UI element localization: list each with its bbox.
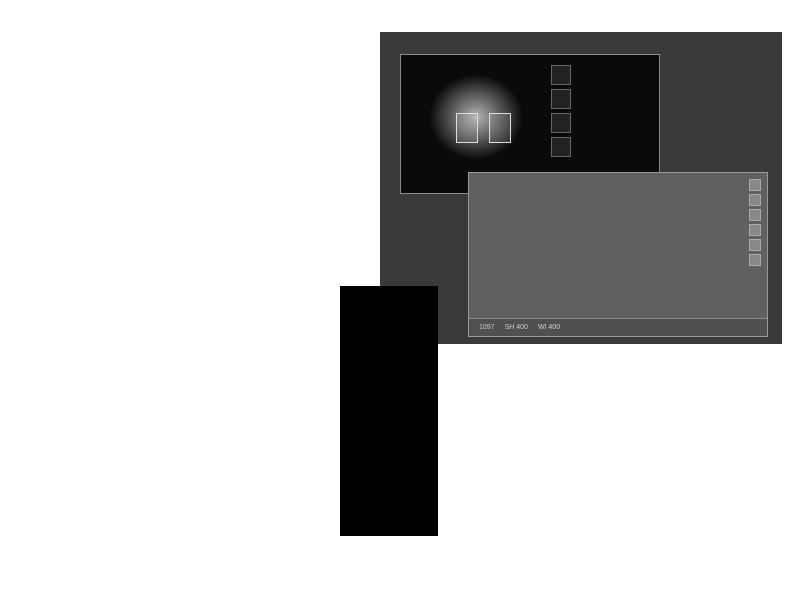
thumbnail-column xyxy=(551,65,575,161)
scintigraphy-panel: 1097 SH 400 WI 400 xyxy=(380,32,782,344)
tool-btn xyxy=(749,209,761,221)
flow-curve-chart xyxy=(92,310,322,450)
systole-diastole-curve xyxy=(92,310,322,450)
tool-btn xyxy=(749,239,761,251)
tool-btn xyxy=(749,254,761,266)
thumbnail xyxy=(551,137,571,157)
renogram-curve xyxy=(469,173,759,318)
tool-btn xyxy=(749,179,761,191)
renogram-curve-panel: 1097 SH 400 WI 400 xyxy=(468,172,768,337)
thumbnail xyxy=(551,89,571,109)
tool-btn xyxy=(749,224,761,236)
mra-angiography-panel xyxy=(340,286,438,536)
thumbnail xyxy=(551,65,571,85)
status-text: 1097 xyxy=(479,324,495,331)
mra-vessels xyxy=(340,286,438,536)
thumbnail xyxy=(551,113,571,133)
slide-title xyxy=(0,0,800,25)
status-text: SH 400 xyxy=(505,324,528,331)
curve-toolbar xyxy=(749,179,763,269)
status-text: WI 400 xyxy=(538,324,560,331)
tool-btn xyxy=(749,194,761,206)
roi-right-kidney xyxy=(489,113,511,143)
kidney-scintigram xyxy=(411,63,541,183)
roi-left-kidney xyxy=(456,113,478,143)
status-bar: 1097 SH 400 WI 400 xyxy=(469,318,767,336)
